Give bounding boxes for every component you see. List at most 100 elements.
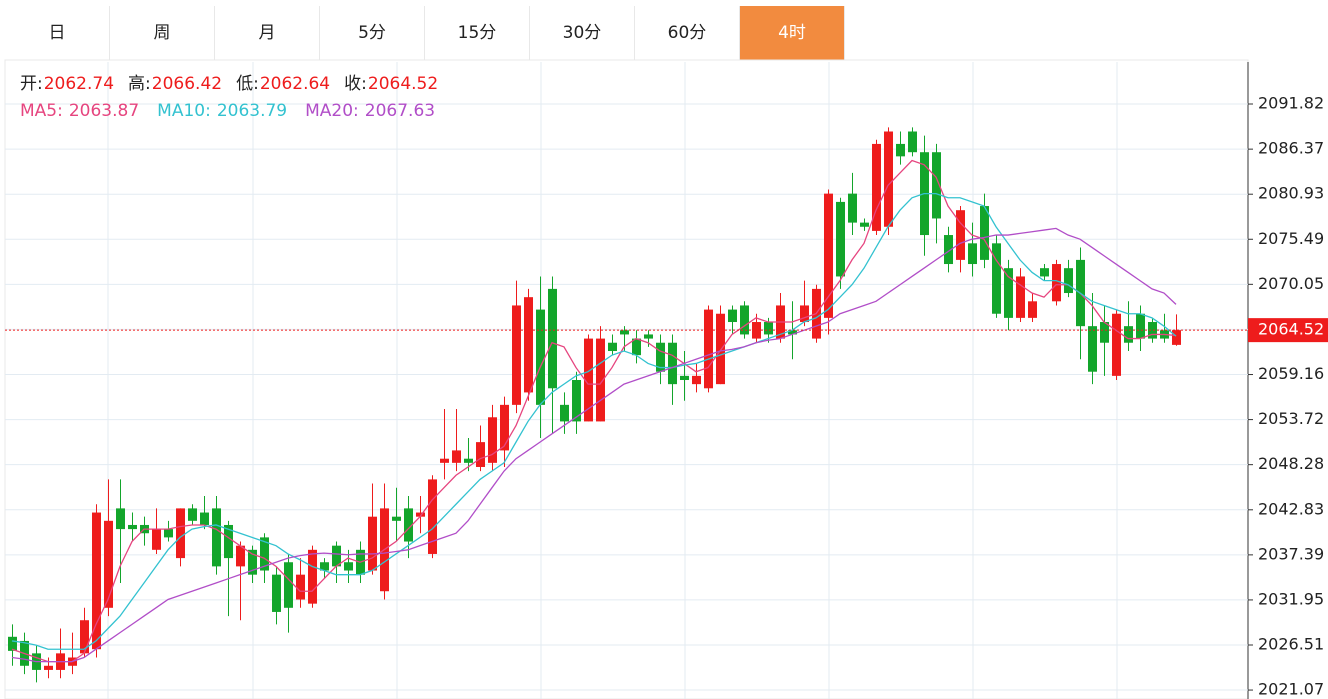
ma-label: MA5: [20,101,63,121]
candle-body [416,512,425,517]
candle-body [80,620,89,654]
y-tick-label: 2059.16 [1258,364,1324,383]
candle-body [968,243,977,265]
candle-body [572,380,581,422]
candle-body [764,322,773,335]
candle-body [644,334,653,339]
candle-body [944,235,953,265]
ma-label: MA10: [157,101,211,121]
candle-body [344,562,353,571]
y-tick-label: 2021.07 [1258,680,1324,699]
candle-body [464,458,473,463]
candle-body [884,131,893,227]
candle-body [44,665,53,670]
candle-body [704,309,713,389]
candle-body [116,508,125,530]
candle-body [104,520,113,608]
ma-line [11,159,1177,663]
y-tick-label: 2086.37 [1258,139,1324,158]
tab[interactable]: 60分 [635,6,740,60]
candle-body [476,442,485,467]
ma-value: 2063.87 [69,101,139,121]
ohlc-label: 收: [344,74,367,94]
candle-body [236,545,245,567]
ohlc-label: 高: [128,74,151,94]
tab[interactable]: 月 [215,6,320,60]
candle-body [956,210,965,260]
candle-body [752,322,761,339]
last-price-label: 2064.52 [1258,320,1324,339]
tab[interactable]: 15分 [425,6,530,60]
candle-body [1136,313,1145,339]
candle-body [872,143,881,231]
candle-body [932,152,941,219]
candle-body [908,131,917,153]
tab[interactable]: 5分 [320,6,425,60]
candle-body [452,450,461,463]
ma-label: MA20: [305,101,359,121]
candle-body [740,305,749,335]
candle-body [1052,264,1061,302]
last-price-box [1248,318,1328,343]
y-tick-label: 2091.82 [1258,93,1324,112]
tab-bar: 日周月 5分 15分 30分 60分 4时 [5,6,845,60]
candle-body [980,206,989,260]
ohlc-value: 2062.64 [260,74,330,94]
candle-body [176,508,185,559]
candle-body [152,529,161,550]
candle-body [896,143,905,157]
candle-body [632,338,641,356]
ma-value: 2063.79 [217,101,287,121]
ohlc-value: 2064.52 [368,74,438,94]
candle-body [512,305,521,405]
candle-body [548,288,557,389]
candle-body [836,201,845,277]
ohlc-value: 2062.74 [44,74,114,94]
candle-body [188,508,197,521]
y-tick-label: 2048.28 [1258,454,1324,473]
candle-body [296,574,305,600]
candle-body [824,193,833,318]
ma-line [11,227,1177,663]
candle-body [272,574,281,612]
candle-body [332,545,341,567]
candle-body [1148,322,1157,339]
candle-body [488,417,497,463]
candle-body [1004,268,1013,318]
y-tick-label: 2080.93 [1258,184,1324,203]
candle-body [584,338,593,422]
y-tick-label: 2042.83 [1258,499,1324,518]
candle-body [392,516,401,521]
candle-body [1088,326,1097,372]
candle-body [404,508,413,542]
candle-body [200,512,209,525]
tab[interactable]: 日 [5,6,110,60]
candle-body [560,404,569,422]
candle-body [692,375,701,385]
tab[interactable]: 周 [110,6,215,60]
y-tick-label: 2075.49 [1258,229,1324,248]
candle-body [1172,330,1181,345]
candle-body [308,549,317,604]
candle-body [1064,268,1073,294]
candle-body [1124,326,1133,343]
tab[interactable]: 30分 [530,6,635,60]
y-tick-label: 2053.72 [1258,409,1324,428]
candle-body [536,309,545,405]
candle-body [248,549,257,575]
candle-body [368,516,377,571]
tab[interactable]: 4时 [740,6,845,60]
candle-body [128,524,137,530]
candle-body [1112,313,1121,376]
candle-body [1016,276,1025,318]
candle-body [92,512,101,650]
candle-body [992,243,1001,314]
y-tick-label: 2070.05 [1258,274,1324,293]
candle-body [848,193,857,223]
candle-body [656,342,665,372]
candle-body [728,309,737,323]
candle-body [596,338,605,422]
candle-body [860,222,869,227]
